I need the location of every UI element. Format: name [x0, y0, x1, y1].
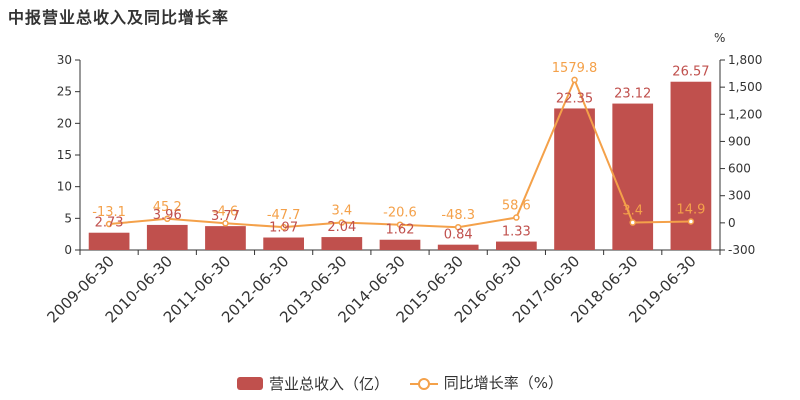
- bar: [146, 224, 188, 250]
- bar-label: 0.84: [444, 228, 473, 243]
- bar-label: 1.62: [386, 223, 415, 238]
- growth-label: -47.7: [267, 208, 301, 223]
- bar-label: 3.77: [211, 209, 240, 224]
- bar: [88, 232, 130, 250]
- bar-label: 1.33: [502, 225, 531, 240]
- right-tick-label: 600: [728, 162, 751, 176]
- growth-label: 3.4: [622, 204, 643, 219]
- growth-label: -20.6: [383, 206, 417, 221]
- left-tick-label: 10: [57, 180, 72, 194]
- growth-label: -48.3: [441, 208, 475, 223]
- bar: [496, 241, 537, 250]
- bar-label: 1.97: [269, 221, 298, 236]
- growth-label: 1579.8: [552, 61, 598, 76]
- bar: [554, 108, 595, 250]
- left-tick-label: 25: [57, 85, 72, 99]
- right-tick-label: 0: [728, 216, 736, 230]
- left-tick-label: 30: [57, 53, 72, 67]
- growth-label: -13.1: [92, 205, 126, 220]
- growth-label: 3.4: [331, 204, 352, 219]
- bar: [263, 237, 304, 250]
- growth-label: 45.2: [153, 200, 182, 215]
- growth-point: [338, 219, 346, 226]
- growth-label: -4.6: [213, 204, 238, 219]
- growth-point: [513, 214, 520, 221]
- right-tick-label: 1,500: [728, 80, 762, 94]
- right-tick-label: 1,200: [728, 107, 762, 121]
- bar: [379, 239, 421, 250]
- left-tick-label: 15: [57, 148, 72, 162]
- legend-line-swatch: [409, 376, 438, 390]
- legend-bar-swatch: [236, 376, 263, 390]
- legend[interactable]: 营业总收入（亿） 同比增长率（%）: [0, 372, 800, 394]
- bar-label: 2.73: [95, 216, 124, 231]
- legend-item-revenue[interactable]: 营业总收入（亿）: [236, 373, 389, 394]
- left-tick-label: 5: [64, 211, 72, 225]
- growth-point: [629, 219, 636, 226]
- left-tick-label: 0: [64, 243, 72, 257]
- right-tick-label: 300: [728, 189, 751, 203]
- bar-label: 26.57: [672, 65, 709, 80]
- bar: [437, 244, 479, 250]
- right-tick-label: 900: [728, 134, 751, 148]
- growth-point: [105, 220, 113, 228]
- legend-item-growth[interactable]: 同比增长率（%）: [409, 372, 564, 393]
- bar: [205, 226, 246, 250]
- growth-label: 58.6: [502, 199, 531, 214]
- chart: 0 5 10 15 20 25 30 -300 0 300 600 900 1,200 1,500 1,80…: [44, 31, 763, 326]
- bar-label: 22.35: [556, 91, 593, 106]
- legend-revenue-label: 营业总收入（亿）: [268, 374, 389, 393]
- growth-line: [105, 76, 695, 231]
- right-axis-unit: %: [714, 31, 725, 45]
- left-tick-label: 20: [57, 116, 72, 130]
- growth-point: [280, 223, 287, 231]
- right-tick-label: 1,800: [728, 53, 762, 67]
- growth-point: [454, 223, 462, 231]
- data-labels: -13.1 45.2 -4.6 -47.7 3.4 -20.6 -48.3 58.6 1579.…: [92, 61, 709, 243]
- axes: 0 5 10 15 20 25 30 -300 0 300 600 900 1,200 1,500 1,80…: [44, 31, 763, 326]
- growth-point: [396, 221, 404, 228]
- bar-label: 23.12: [614, 87, 651, 102]
- growth-point: [571, 76, 578, 84]
- bar: [612, 103, 654, 250]
- growth-point: [164, 215, 171, 223]
- bar: [321, 237, 363, 250]
- right-tick-label: -300: [728, 243, 755, 257]
- growth-point: [687, 218, 695, 225]
- page-title: 中报营业总收入及同比增长率: [8, 8, 230, 27]
- growth-label: 14.9: [676, 203, 705, 218]
- bar-label: 3.96: [153, 208, 182, 223]
- growth-point: [222, 220, 229, 227]
- bar-label: 2.04: [327, 220, 356, 235]
- legend-growth-label: 同比增长率（%）: [443, 374, 564, 392]
